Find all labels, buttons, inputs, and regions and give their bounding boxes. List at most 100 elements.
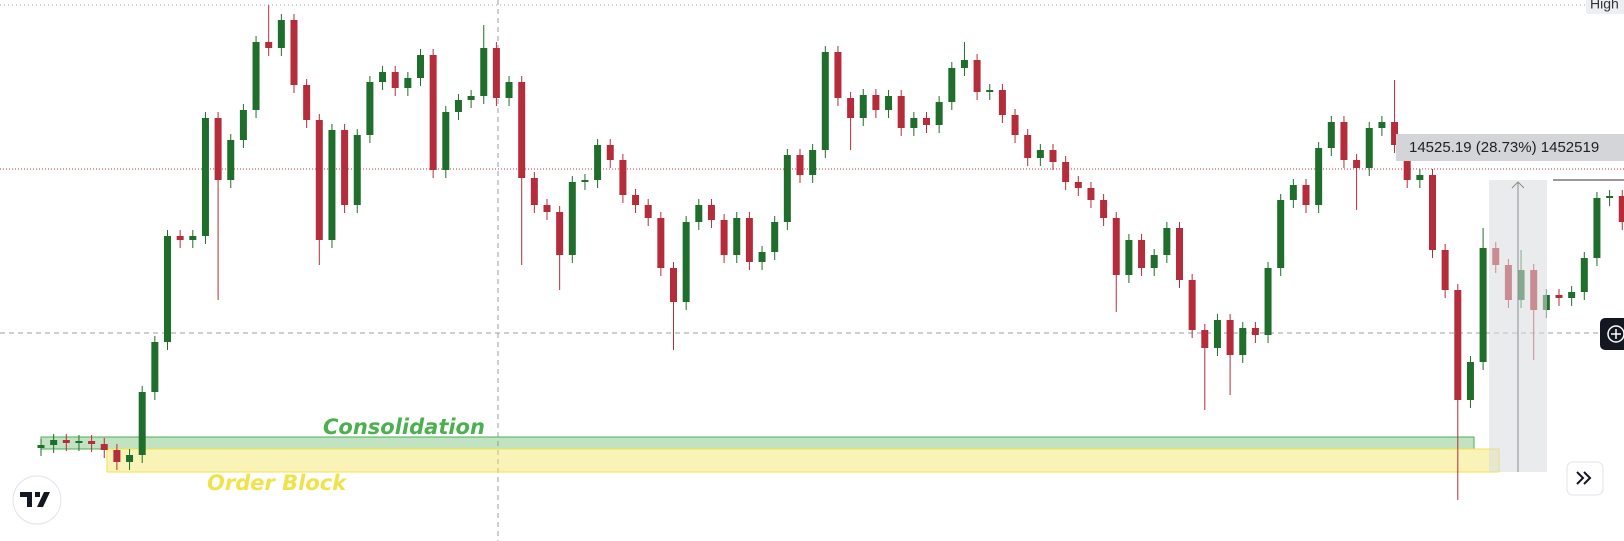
candle-body (214, 118, 222, 180)
candle-body (505, 82, 513, 98)
candle-body (1365, 128, 1373, 168)
candle-body (809, 150, 817, 175)
candle-body (644, 205, 652, 218)
candle-body (695, 205, 703, 222)
candle-body (1264, 268, 1272, 335)
candle-body (948, 68, 956, 102)
corner-label-box (1586, 0, 1624, 14)
candle-body (1568, 292, 1576, 298)
candle-body (834, 52, 842, 98)
candle-body (923, 118, 930, 125)
candle-body (1112, 218, 1120, 275)
candle-body (391, 72, 399, 88)
candle-body (1036, 150, 1044, 158)
corner-label: High (1590, 0, 1619, 12)
candle-body (657, 218, 665, 268)
add-icon-cross (1611, 329, 1621, 339)
candle-body (1429, 175, 1436, 250)
candle-body (1213, 320, 1221, 348)
candle-body (1618, 196, 1624, 222)
candle-body (1024, 135, 1032, 158)
candle-body (1315, 148, 1323, 205)
measure-label: 14525.19 (28.73%) 1452519 (1409, 139, 1599, 156)
candle-body (442, 112, 450, 170)
zones: Consolidation Order Block (40, 415, 1500, 495)
measure-arrow-head (1511, 181, 1525, 189)
candle-body (973, 60, 981, 92)
candle-body (581, 180, 589, 182)
candle-body (670, 268, 677, 302)
candle-body (885, 96, 893, 110)
candle-body (88, 441, 96, 444)
candle-body (277, 20, 285, 48)
candle-body (303, 85, 311, 120)
candle-body (1239, 328, 1247, 355)
candle-body (897, 96, 905, 128)
candle-body (138, 392, 146, 455)
candle-body (859, 95, 867, 118)
candle-body (783, 155, 791, 222)
candle-body (1100, 200, 1108, 218)
candle-body (960, 60, 968, 68)
candle-body (62, 440, 70, 443)
zone-label: Order Block (207, 471, 348, 495)
scroll-icon (1576, 471, 1592, 485)
zone-label: Consolidation (323, 415, 485, 439)
logo (20, 492, 50, 507)
candle-body (1125, 240, 1133, 275)
candle-body (530, 178, 538, 205)
candle-body (341, 130, 349, 205)
zone (106, 448, 1500, 473)
candle-body (50, 440, 58, 445)
candle-body (745, 218, 753, 262)
candle-body (1593, 198, 1601, 258)
candle-body (568, 182, 576, 255)
candle-body (252, 42, 260, 110)
candle-body (606, 145, 614, 160)
candle-body (632, 195, 640, 205)
candle-body (758, 252, 766, 262)
candle-body (1555, 295, 1563, 298)
candle-body (910, 118, 918, 128)
candle-body (1353, 160, 1361, 168)
candle-body (619, 160, 627, 195)
candle-body (1391, 122, 1399, 145)
candle-body (113, 450, 121, 462)
scroll-button[interactable] (1566, 461, 1604, 496)
candle-body (1087, 188, 1095, 200)
candle-body (1049, 150, 1057, 162)
candle-body (1441, 250, 1449, 290)
candle-body (429, 55, 437, 170)
candle-body (1176, 228, 1183, 280)
candle-body (37, 445, 45, 448)
candle-body (998, 90, 1006, 115)
candle-body (1251, 328, 1259, 335)
candle-body (1201, 330, 1209, 348)
candle-body (290, 20, 298, 85)
candle-body (189, 236, 197, 240)
candle-body (1378, 122, 1386, 128)
candle-body (126, 455, 134, 462)
logo-button[interactable] (12, 475, 62, 525)
candle-body (366, 82, 374, 135)
candle-body (480, 48, 488, 96)
candle-body (771, 222, 779, 252)
candle-body (556, 212, 564, 255)
candles (37, 5, 1624, 500)
candle-body (872, 95, 880, 110)
candle-body (1479, 248, 1487, 362)
candle-body (454, 100, 462, 112)
candle-body (1302, 185, 1310, 205)
candle-body (1580, 258, 1588, 292)
candle-body (682, 222, 690, 302)
candle-body (1062, 162, 1070, 182)
candle-body (847, 98, 855, 118)
candle-body (1011, 115, 1019, 135)
candle-body (315, 120, 323, 240)
candle-body (1403, 145, 1411, 180)
candle-body (518, 82, 526, 178)
candle-body (796, 155, 804, 175)
candle-body (353, 135, 361, 205)
candle-body (935, 102, 943, 125)
